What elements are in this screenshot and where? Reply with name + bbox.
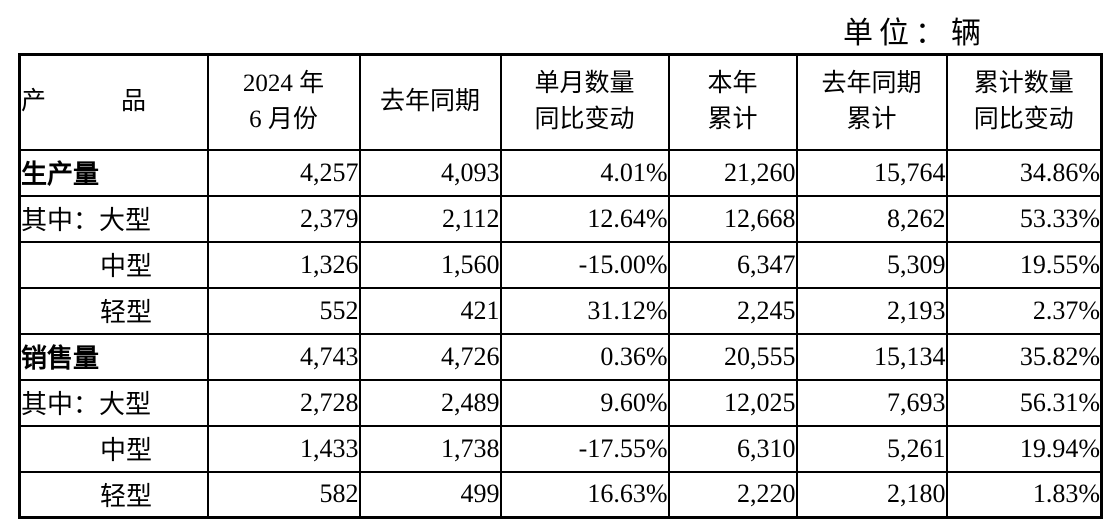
cell-value: 19.55% <box>945 240 1103 289</box>
header-current-month: 2024 年 6 月份 <box>206 53 361 151</box>
cell-value: 421 <box>358 286 502 335</box>
table-row-production-large: 其中：大型 2,379 2,112 12.64% 12,668 8,262 53… <box>18 194 1103 243</box>
row-label: 销售量 <box>18 332 209 381</box>
row-label: 中型 <box>18 240 209 289</box>
cell-value: 15,764 <box>795 148 948 197</box>
cell-value: 12.64% <box>499 194 670 243</box>
cell-value: 56.31% <box>945 378 1103 427</box>
row-label: 中型 <box>18 424 209 473</box>
cell-value: -17.55% <box>499 424 670 473</box>
row-label: 其中：大型 <box>18 378 209 427</box>
cell-value: 9.60% <box>499 378 670 427</box>
row-label: 轻型 <box>18 470 209 519</box>
cell-value: 16.63% <box>499 470 670 519</box>
cell-value: 2,180 <box>795 470 948 519</box>
cell-value: 21,260 <box>667 148 798 197</box>
cell-value: 5,309 <box>795 240 948 289</box>
cell-value: 1.83% <box>945 470 1103 519</box>
header-last-year-ytd-total: 去年同期 累计 <box>795 53 948 151</box>
cell-value: 1,738 <box>358 424 502 473</box>
cell-value: 4,257 <box>206 148 361 197</box>
header-ytd-total: 本年 累计 <box>667 53 798 151</box>
cell-value: 34.86% <box>945 148 1103 197</box>
cell-value: 19.94% <box>945 424 1103 473</box>
cell-value: 2.37% <box>945 286 1103 335</box>
row-label: 其中：大型 <box>18 194 209 243</box>
cell-value: 2,728 <box>206 378 361 427</box>
cell-value: 552 <box>206 286 361 335</box>
cell-value: 5,261 <box>795 424 948 473</box>
header-cumulative-yoy-change: 累计数量 同比变动 <box>945 53 1103 151</box>
cell-value: 6,310 <box>667 424 798 473</box>
row-label: 生产量 <box>18 148 209 197</box>
cell-value: 4,093 <box>358 148 502 197</box>
cell-value: 4.01% <box>499 148 670 197</box>
cell-value: 1,433 <box>206 424 361 473</box>
cell-value: 31.12% <box>499 286 670 335</box>
cell-value: 1,560 <box>358 240 502 289</box>
table-header-row: 产 品 2024 年 6 月份 去年同期 单月数量 同比变动 本年 累计 去年同… <box>18 53 1103 151</box>
cell-value: 12,668 <box>667 194 798 243</box>
cell-value: 2,112 <box>358 194 502 243</box>
header-product: 产 品 <box>18 53 209 151</box>
row-label: 轻型 <box>18 286 209 335</box>
table-row-sales-medium: 中型 1,433 1,738 -17.55% 6,310 5,261 19.94… <box>18 424 1103 473</box>
table-row-production-total: 生产量 4,257 4,093 4.01% 21,260 15,764 34.8… <box>18 148 1103 197</box>
table-row-production-light: 轻型 552 421 31.12% 2,245 2,193 2.37% <box>18 286 1103 335</box>
cell-value: 53.33% <box>945 194 1103 243</box>
cell-value: 1,326 <box>206 240 361 289</box>
cell-value: 4,726 <box>358 332 502 381</box>
cell-value: 7,693 <box>795 378 948 427</box>
cell-value: 12,025 <box>667 378 798 427</box>
cell-value: 2,193 <box>795 286 948 335</box>
cell-value: 2,245 <box>667 286 798 335</box>
cell-value: 8,262 <box>795 194 948 243</box>
cell-value: -15.00% <box>499 240 670 289</box>
cell-value: 499 <box>358 470 502 519</box>
cell-value: 6,347 <box>667 240 798 289</box>
table-row-sales-total: 销售量 4,743 4,726 0.36% 20,555 15,134 35.8… <box>18 332 1103 381</box>
table-row-production-medium: 中型 1,326 1,560 -15.00% 6,347 5,309 19.55… <box>18 240 1103 289</box>
cell-value: 2,220 <box>667 470 798 519</box>
cell-value: 35.82% <box>945 332 1103 381</box>
header-last-year-same-month: 去年同期 <box>358 53 502 151</box>
cell-value: 2,379 <box>206 194 361 243</box>
cell-value: 4,743 <box>206 332 361 381</box>
unit-label: 单位：辆 <box>843 17 987 50</box>
table-row-sales-large: 其中：大型 2,728 2,489 9.60% 12,025 7,693 56.… <box>18 378 1103 427</box>
cell-value: 582 <box>206 470 361 519</box>
header-monthly-yoy-change: 单月数量 同比变动 <box>499 53 670 151</box>
cell-value: 0.36% <box>499 332 670 381</box>
cell-value: 20,555 <box>667 332 798 381</box>
table-row-sales-light: 轻型 582 499 16.63% 2,220 2,180 1.83% <box>18 470 1103 519</box>
cell-value: 2,489 <box>358 378 502 427</box>
production-sales-table: 产 品 2024 年 6 月份 去年同期 单月数量 同比变动 本年 累计 去年同… <box>18 53 1103 519</box>
cell-value: 15,134 <box>795 332 948 381</box>
